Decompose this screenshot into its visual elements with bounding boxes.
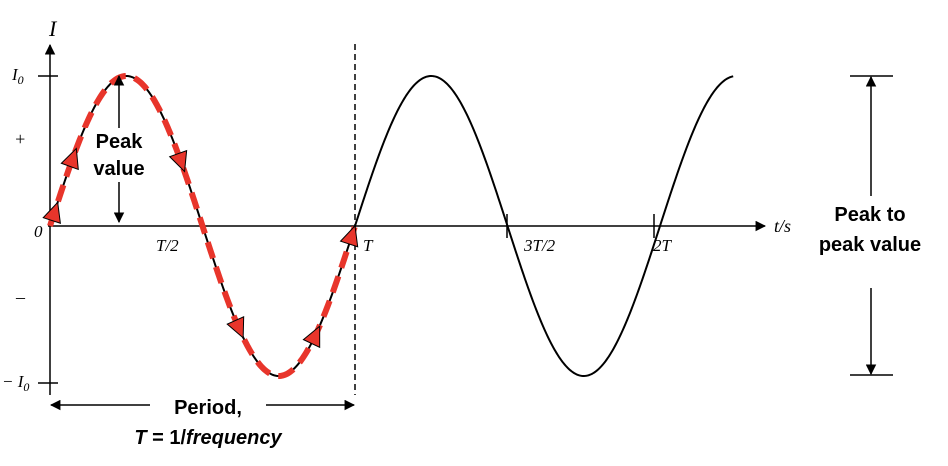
y-axis-label: I bbox=[48, 16, 58, 41]
sine-curve bbox=[49, 74, 734, 378]
direction-arrowhead bbox=[168, 149, 188, 173]
tick-label-3t2: 3T/2 bbox=[523, 236, 556, 255]
direction-arrowhead bbox=[226, 316, 245, 339]
peak-value-label-1: Peak bbox=[96, 131, 144, 153]
period-label-1: Period, bbox=[174, 397, 242, 419]
direction-arrowhead bbox=[60, 147, 79, 171]
highlighted-period-curve bbox=[47, 72, 358, 380]
y-plus-label: + bbox=[14, 129, 26, 149]
ptp-label-1: Peak to bbox=[834, 204, 905, 226]
direction-arrows bbox=[42, 147, 359, 349]
peak-label-bg bbox=[86, 128, 152, 182]
period-label-2: T = 1/frequency bbox=[134, 427, 282, 449]
ptp-label-2: peak value bbox=[819, 234, 921, 256]
direction-arrowhead bbox=[339, 224, 359, 248]
origin-label: 0 bbox=[34, 222, 43, 241]
x-axis-label: t/s bbox=[774, 216, 791, 236]
tick-label-t: T bbox=[363, 236, 374, 255]
y-trough-label: − I0 bbox=[2, 372, 29, 394]
peak-value-label-2: value bbox=[93, 158, 144, 180]
y-minus-label: – bbox=[15, 287, 26, 307]
direction-arrowhead bbox=[42, 201, 61, 224]
tick-label-t2: T/2 bbox=[156, 236, 179, 255]
y-peak-label: I0 bbox=[11, 65, 24, 87]
tick-label-2t: 2T bbox=[653, 236, 673, 255]
direction-arrowhead bbox=[302, 325, 321, 349]
